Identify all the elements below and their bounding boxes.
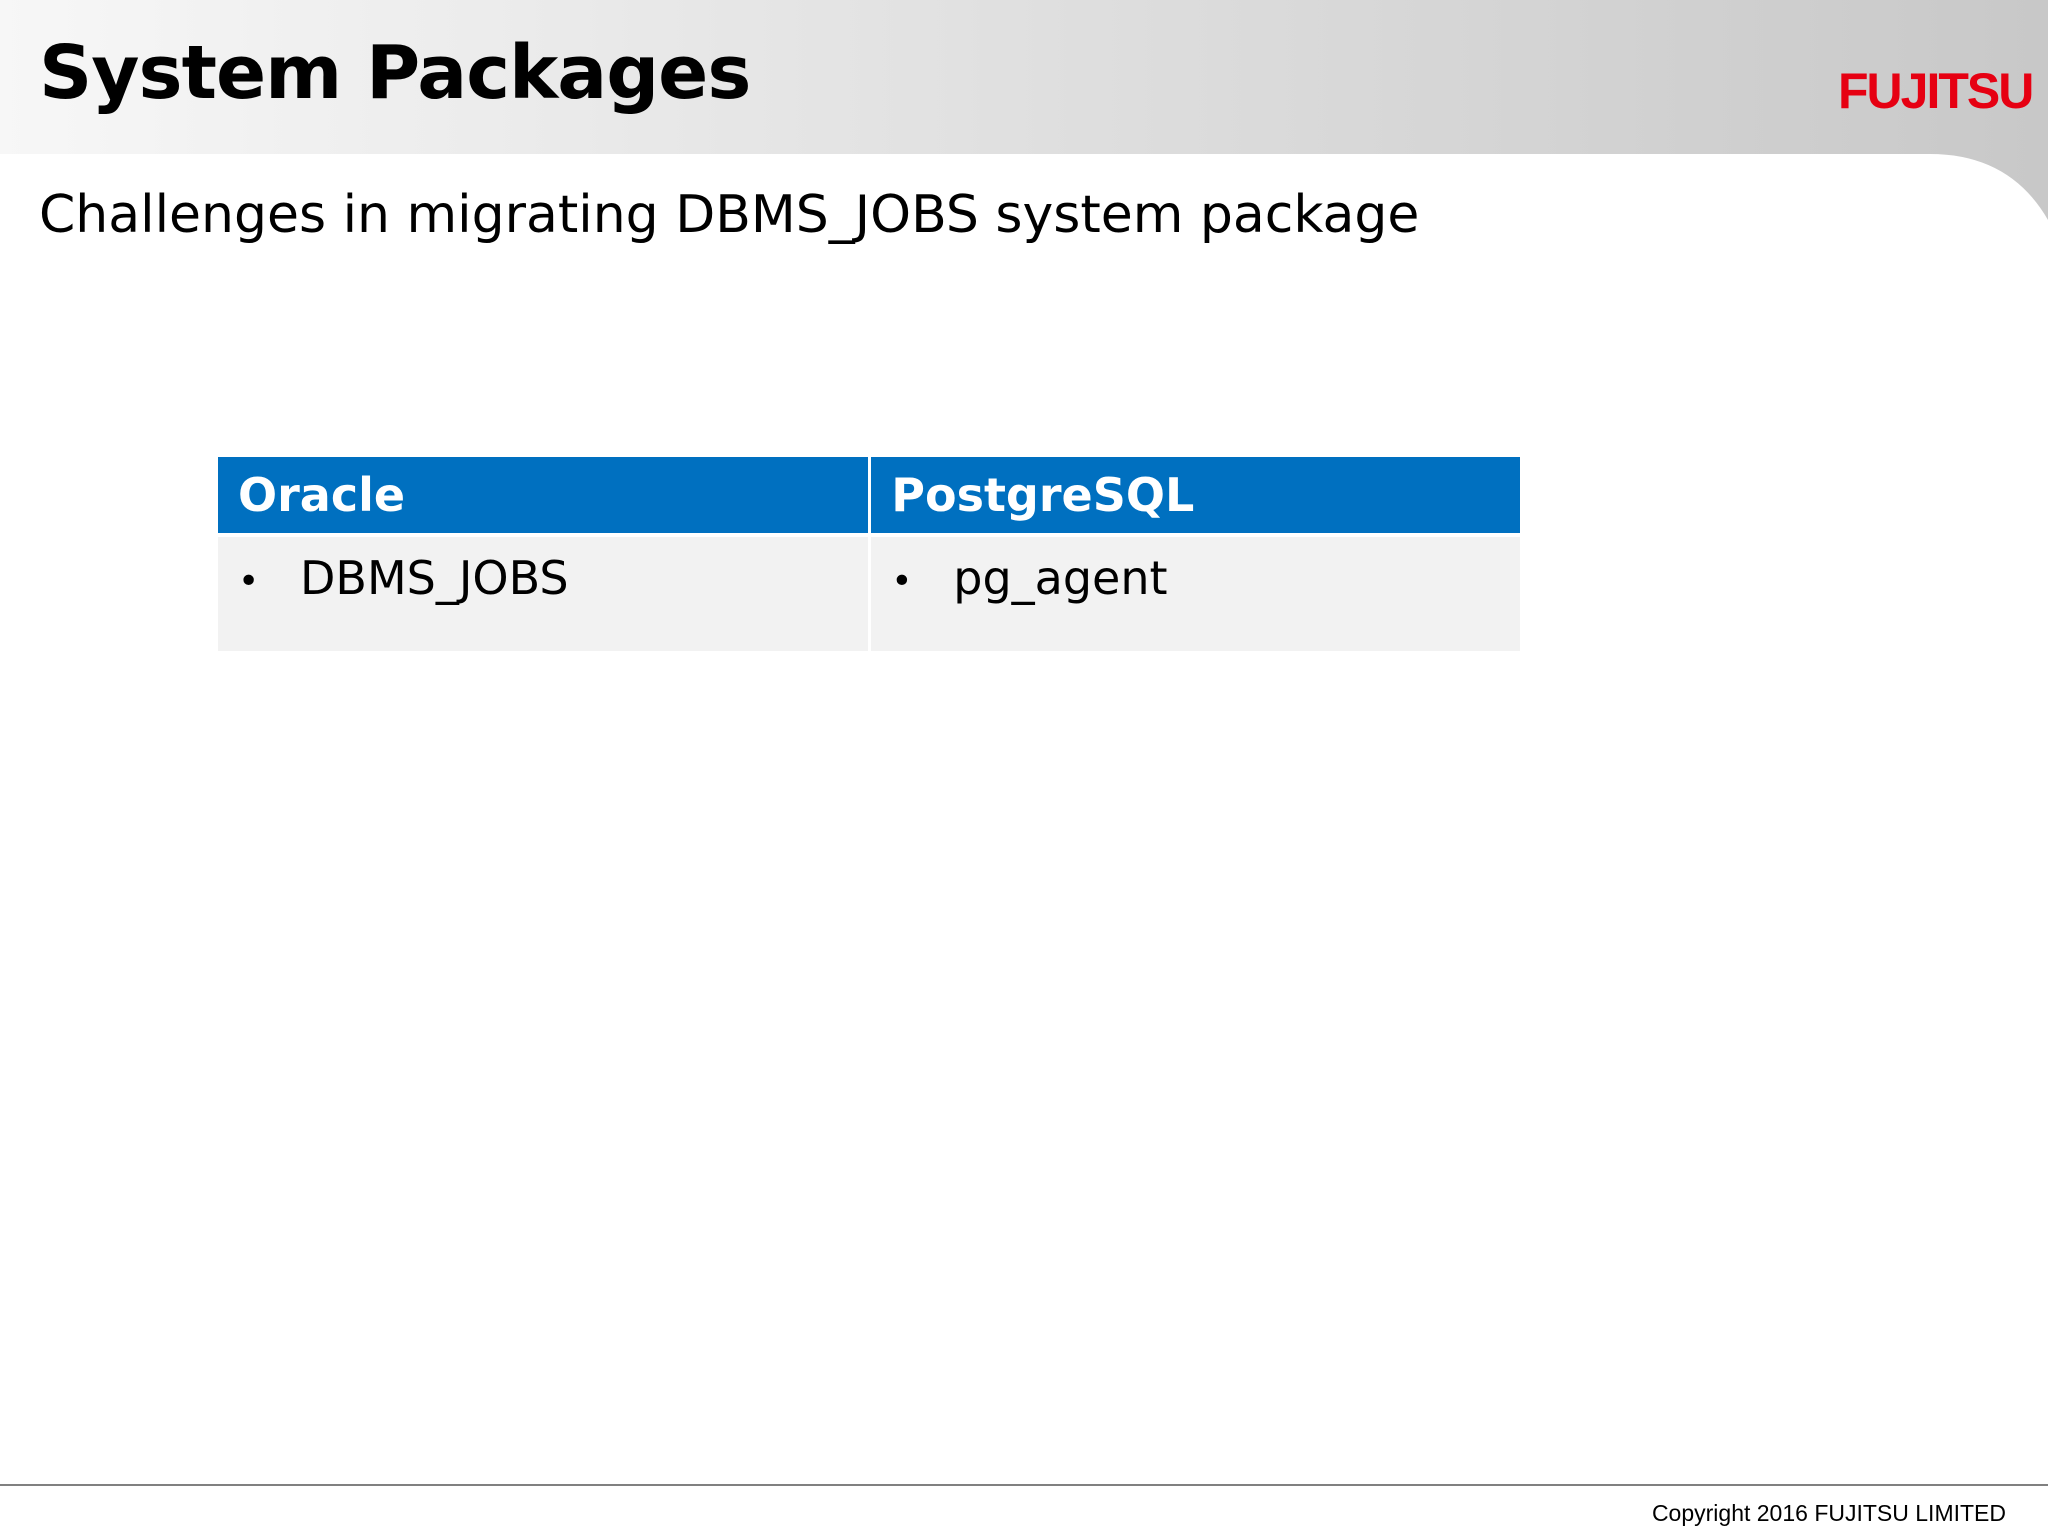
cell-text: DBMS_JOBS	[238, 551, 569, 605]
header-band	[0, 0, 2048, 220]
footer-line	[0, 1484, 2048, 1486]
copyright: Copyright 2016 FUJITSU LIMITED	[1651, 1500, 2006, 1526]
row: DBMS_JOBS pg_agent	[218, 535, 1523, 651]
comparison-table: Oracle PostgreSQL DBMS_JOBS pg_agent	[218, 457, 1523, 651]
cell: DBMS_JOBS	[218, 535, 872, 651]
slide-title: System Packages	[39, 30, 751, 116]
column-header: PostgreSQL	[869, 457, 1523, 537]
column-header: Oracle	[218, 457, 872, 537]
cell-text: pg_agent	[891, 551, 1167, 605]
header-shape	[0, 0, 2048, 220]
subtitle: Challenges in migrating DBMS_JOBS system…	[39, 185, 1420, 245]
header-row: Oracle PostgreSQL	[218, 457, 1523, 537]
cell: pg_agent	[869, 535, 1523, 651]
logo: FUJITSU	[1838, 63, 2034, 119]
